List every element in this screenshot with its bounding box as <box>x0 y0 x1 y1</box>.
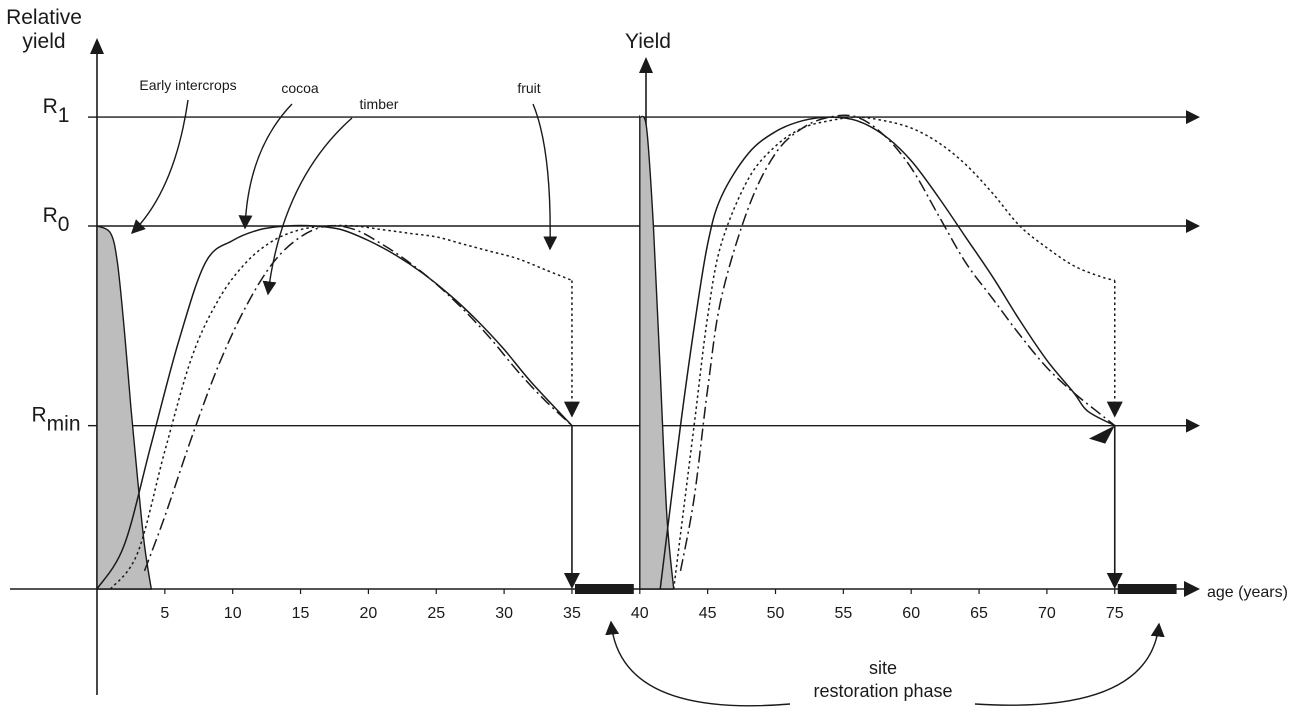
early-intercrops-annotation-arrow <box>131 99 189 234</box>
x-tick-label-50: 50 <box>767 605 785 622</box>
cocoa-curve-2 <box>659 116 1116 590</box>
phase-arrow-left <box>605 620 791 707</box>
x-tick-label-70: 70 <box>1038 605 1056 622</box>
reference-arrow-0 <box>1186 219 1200 233</box>
early-intercrops-areas <box>96 114 675 590</box>
series-annotations: Early intercrops cocoa timber fruit <box>131 77 558 296</box>
level-label-1: R1 <box>43 95 70 127</box>
y-axis-arrow <box>90 38 104 54</box>
x-tick-label-75: 75 <box>1106 605 1124 622</box>
harvest-drop-arrow-2 <box>1106 573 1123 589</box>
x-tick-label-15: 15 <box>292 605 310 622</box>
level-label-0: R0 <box>43 204 70 236</box>
fruit-annotation-arrow <box>532 103 558 251</box>
second-y-axis-title: Yield <box>625 30 671 53</box>
x-tick-label-5: 5 <box>160 605 169 622</box>
restoration-phase-label: site restoration phase <box>605 620 1165 707</box>
harvest-drops <box>563 280 1123 589</box>
y-axis-title: Relative yield <box>6 6 82 53</box>
x-axis-arrow <box>1184 581 1200 597</box>
x-tick-label-40: 40 <box>631 605 649 622</box>
reference-arrow-min <box>1186 418 1200 433</box>
x-tick-label-45: 45 <box>699 605 717 622</box>
x-tick-label-10: 10 <box>224 605 242 622</box>
restoration-phase-bar-2 <box>1117 584 1177 594</box>
timber-annotation-arrow <box>262 117 353 296</box>
cocoa-annotation-arrow <box>238 103 293 230</box>
early-intercrops-annotation: Early intercrops <box>139 77 236 93</box>
timber-curve-1 <box>143 224 573 572</box>
early-intercrops-area-1 <box>96 224 153 590</box>
second-y-axis-arrow <box>639 57 653 73</box>
x-tick-label-35: 35 <box>563 605 581 622</box>
x-tick-label-30: 30 <box>495 605 513 622</box>
restoration-phase-bars <box>574 584 1177 594</box>
yield-curves <box>96 114 1116 590</box>
timber-curve-2 <box>679 114 1116 572</box>
x-tick-label-20: 20 <box>360 605 378 622</box>
x-tick-label-65: 65 <box>970 605 988 622</box>
x-tick-label-25: 25 <box>427 605 445 622</box>
reference-arrow-1 <box>1186 110 1200 125</box>
fruit-curve-2 <box>672 116 1115 590</box>
cocoa-end-arrow <box>1088 425 1115 444</box>
x-axis-title: age (years) <box>1207 584 1288 601</box>
fruit-curve-1 <box>110 224 573 590</box>
cocoa-curve-1 <box>96 224 573 590</box>
timber-annotation: timber <box>360 96 399 112</box>
x-tick-label-60: 60 <box>902 605 920 622</box>
harvest-drop-arrow-1 <box>563 573 580 589</box>
fruit-drop-arrow-1 <box>563 401 580 418</box>
fruit-annotation: fruit <box>517 80 540 96</box>
restoration-phase-bar-1 <box>574 584 634 594</box>
cocoa-annotation: cocoa <box>281 80 319 96</box>
x-tick-labels: 5 10 15 20 25 30 35 40 45 50 55 60 65 70 75 <box>160 589 1124 622</box>
phase-arrow-right <box>974 622 1165 706</box>
level-labels: R1 R0 Rmin <box>31 95 80 436</box>
phase-label-line-2: restoration phase <box>813 681 952 701</box>
x-tick-label-55: 55 <box>834 605 852 622</box>
phase-label-line-1: site <box>869 658 897 678</box>
level-label-min: Rmin <box>31 404 80 436</box>
fruit-drop-arrow-2 <box>1106 401 1123 418</box>
